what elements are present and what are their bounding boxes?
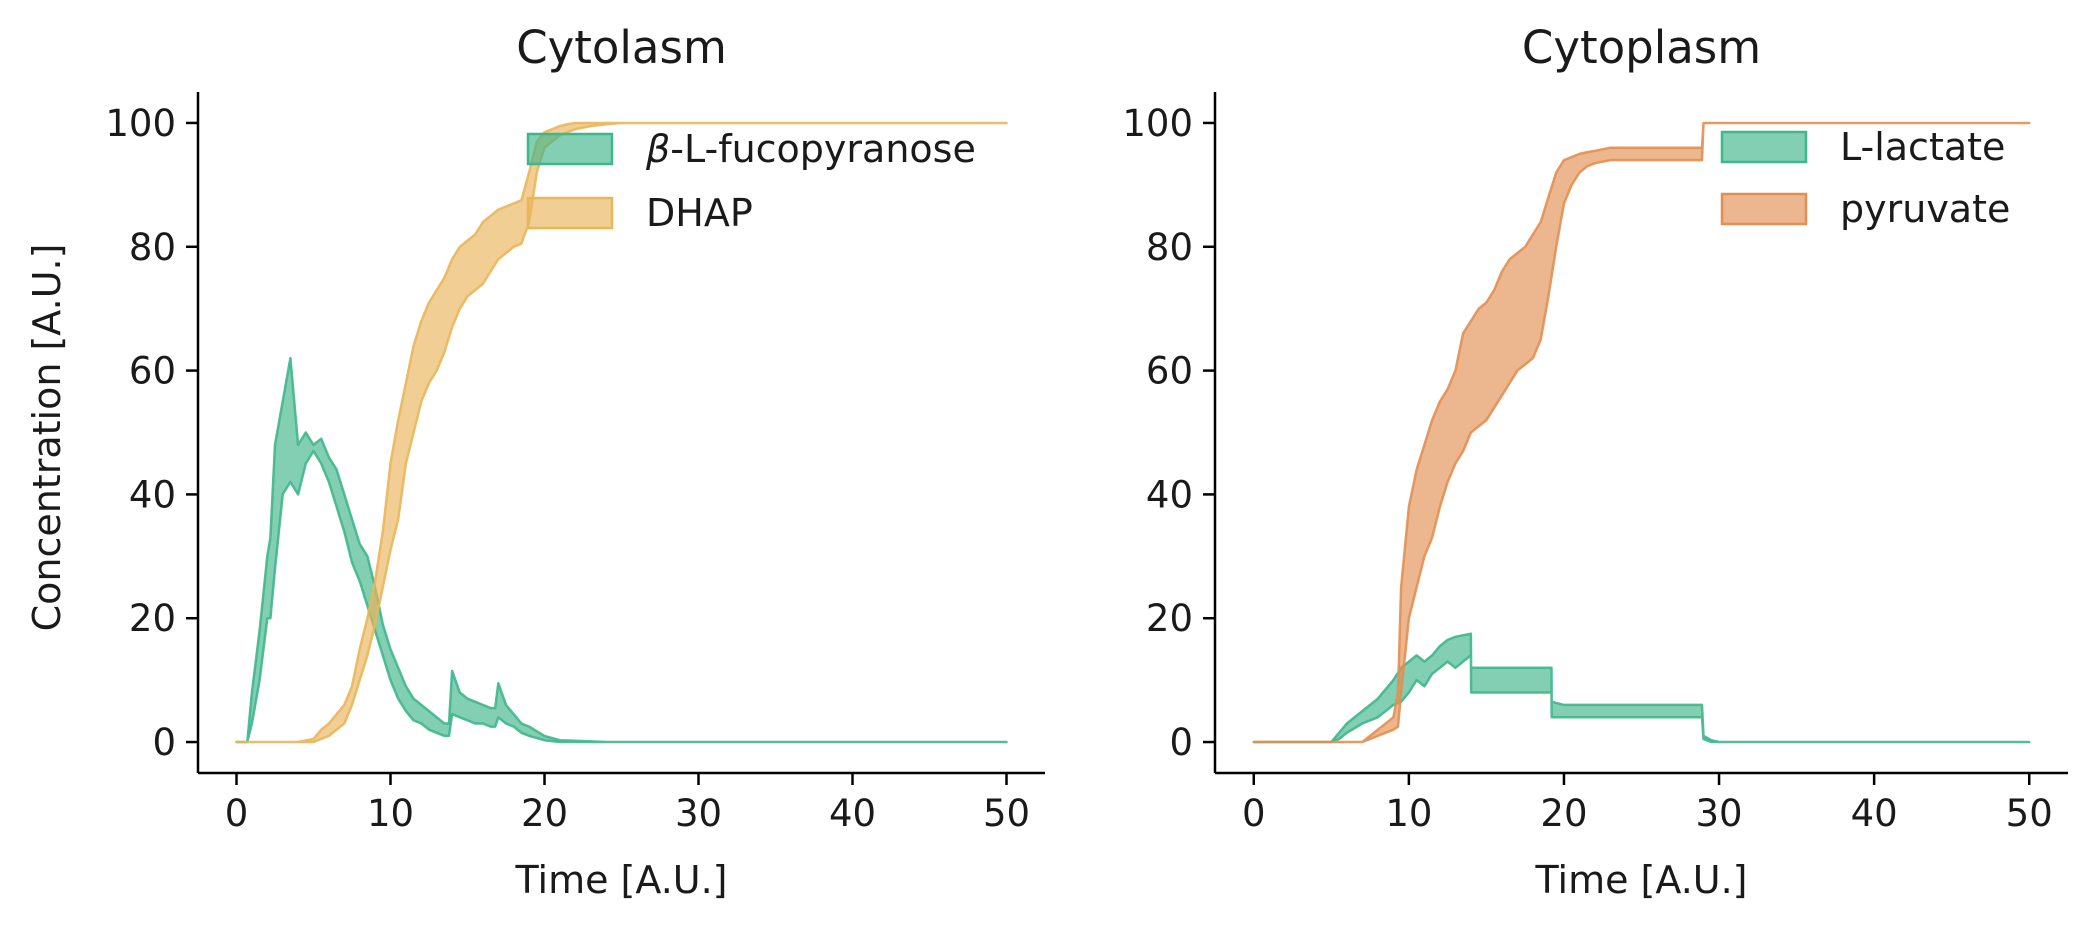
x-tick-label: 30: [1695, 792, 1742, 835]
legend-label-1: pyruvate: [1840, 187, 2010, 231]
y-tick-label: 40: [129, 473, 176, 516]
x-tick-label: 20: [521, 792, 568, 835]
y-tick-label: 100: [1122, 102, 1193, 145]
chart-title: Cytolasm: [516, 21, 727, 74]
x-tick-label: 40: [1851, 792, 1898, 835]
x-tick-label: 50: [2006, 792, 2053, 835]
x-tick-label: 20: [1540, 792, 1587, 835]
legend-label-0: L-lactate: [1840, 125, 2005, 169]
x-tick-label: 30: [675, 792, 722, 835]
y-tick-label: 0: [1169, 721, 1193, 764]
y-tick-label: 0: [152, 721, 176, 764]
x-tick-label: 50: [983, 792, 1030, 835]
series-band-1: [235, 121, 1008, 744]
x-tick-label: 10: [1385, 792, 1432, 835]
x-axis-label: Time [A.U.]: [1534, 858, 1747, 902]
y-tick-label: 100: [105, 102, 176, 145]
x-tick-label: 0: [1242, 792, 1266, 835]
legend-swatch-1: [1720, 192, 1808, 226]
panel-cytoplasm: Cytoplasm 0 10 20 30 40 50 0 20 40 60 80 100 Time [A.…: [1122, 21, 2068, 902]
y-tick-label: 60: [129, 350, 176, 393]
series-band-0: [1252, 632, 2031, 744]
legend: β-L-fucopyranose DHAP: [526, 127, 976, 235]
y-tick-label: 80: [1146, 226, 1193, 269]
chart-title: Cytoplasm: [1522, 21, 1761, 74]
x-tick-label: 0: [225, 792, 249, 835]
series-band-1: [1252, 121, 2031, 744]
y-axis-label: Concentration [A.U.]: [25, 244, 69, 632]
legend-swatch-0: [526, 132, 614, 166]
y-tick-label: 40: [1146, 473, 1193, 516]
y-tick-label: 20: [1146, 597, 1193, 640]
x-tick-label: 40: [829, 792, 876, 835]
x-tick-label: 10: [367, 792, 414, 835]
panel-cytolasm: Cytolasm 0 10 20 30 40 50 0 20 40 60 80 100 Time [A.U…: [25, 21, 1045, 902]
legend-label-0: β-L-fucopyranose: [645, 127, 976, 171]
y-tick-label: 80: [129, 226, 176, 269]
y-tick-label: 60: [1146, 350, 1193, 393]
y-tick-label: 20: [129, 597, 176, 640]
legend-swatch-0: [1720, 130, 1808, 164]
x-axis-label: Time [A.U.]: [514, 858, 727, 902]
legend-label-1: DHAP: [646, 191, 753, 235]
series-band-0: [235, 356, 1008, 744]
legend: L-lactate pyruvate: [1720, 125, 2010, 231]
legend-swatch-1: [526, 196, 614, 230]
